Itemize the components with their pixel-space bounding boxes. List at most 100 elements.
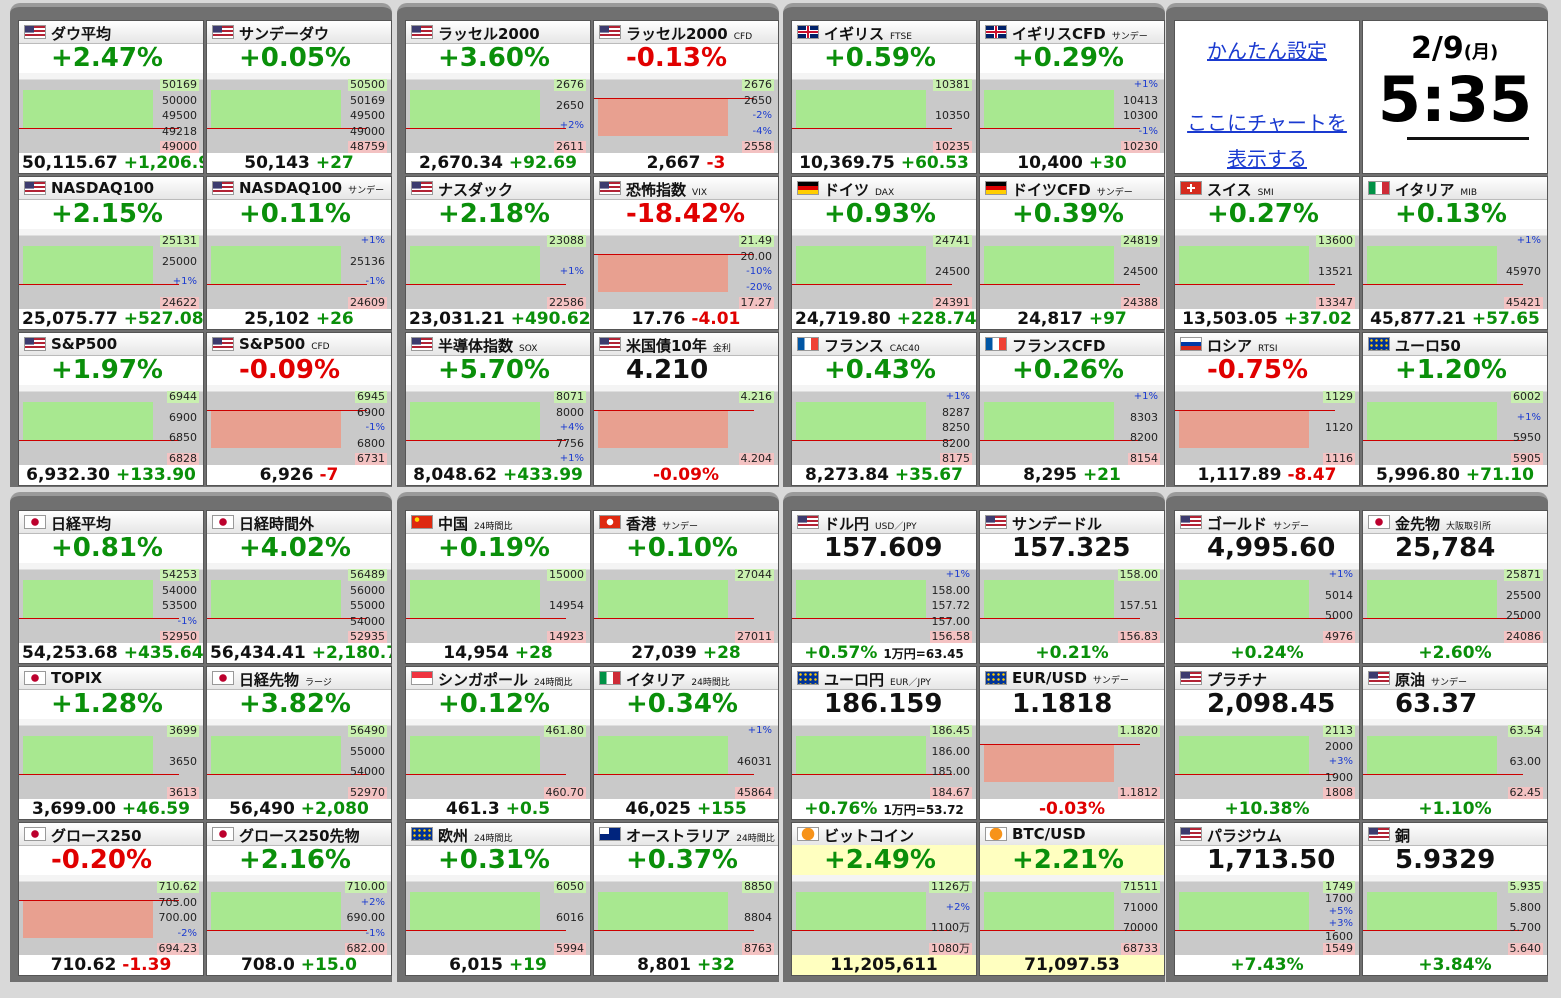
chart-label: 4.204: [738, 452, 774, 465]
chart-fill: [598, 892, 728, 930]
chart-label: 5000: [1325, 609, 1353, 623]
flag-icon: [985, 827, 1007, 841]
settings-link[interactable]: 表示する: [1227, 147, 1307, 171]
tile-header: ナスダック: [406, 177, 590, 200]
mini-chart: 6945 6900 -1% 6800 6731: [207, 385, 391, 465]
tile-header: パラジウム: [1175, 823, 1359, 846]
chart-label: 6002: [1511, 390, 1543, 403]
tile-header: 中国 24時間比: [406, 511, 590, 534]
chart-label: 700.00: [158, 911, 198, 924]
bottom-value: +60.53: [900, 153, 969, 173]
tile-bottom: 6,926 -7: [207, 465, 391, 485]
tile-name-row: ロシア RTSI: [1207, 335, 1277, 356]
tile-name: S&P500: [239, 335, 306, 353]
chart-label: 10235: [933, 140, 972, 153]
tile-name-row: サンデードル: [1012, 513, 1102, 534]
chart-label: 55000: [350, 744, 385, 758]
tile-header: 欧州 24時間比: [406, 823, 590, 846]
mini-chart: 1.1820 1.1812: [980, 719, 1164, 799]
chart-label: 2676: [554, 78, 586, 91]
tile-bottom: 50,143 +27: [207, 153, 391, 173]
tile-change: -18.42%: [626, 199, 746, 229]
mini-chart: +1% 25136 -1% 24609: [207, 229, 391, 309]
chart-label: 8804: [744, 911, 772, 924]
tile-header: サンデーダウ: [207, 21, 391, 44]
tile-sub: 24時間比: [691, 678, 730, 688]
chart-label: 1.1820: [1117, 724, 1160, 737]
tile-name: フランスCFD: [1012, 337, 1106, 355]
tile-name-row: 日経時間外: [239, 513, 314, 534]
market-tile: NASDAQ100 +2.15% 25131 25000 +1% 24622 25,075.…: [18, 176, 204, 330]
tile-name: ロシア: [1207, 337, 1253, 355]
chart-label: +1%: [747, 725, 772, 736]
tile-name: 米国債10年: [626, 337, 707, 355]
tile-bottom: 25,102 +26: [207, 309, 391, 329]
chart-label: 25871: [1504, 568, 1543, 581]
tile-bottom: 56,490 +2,080: [207, 799, 391, 819]
chart-label: 10413: [1123, 93, 1158, 107]
chart-fill: [1179, 892, 1309, 930]
chart-label: 46031: [737, 755, 772, 768]
tile-header: グロース250先物: [207, 823, 391, 846]
chart-label: 49000: [160, 140, 199, 153]
chart-fill: [984, 892, 1114, 930]
chart-label: 6800: [357, 436, 385, 450]
chart-label: 50500: [348, 78, 387, 91]
chart-fill: [598, 410, 728, 448]
tile-header: ラッセル2000: [406, 21, 590, 44]
mini-chart: 56490 55000 54000 52970: [207, 719, 391, 799]
tile-change: +0.39%: [1012, 199, 1124, 229]
settings-link[interactable]: ここにチャートを: [1187, 111, 1347, 135]
tile-change: +3.82%: [239, 689, 351, 719]
chart-label: 45421: [1504, 296, 1543, 309]
flag-icon: [1180, 827, 1202, 841]
tile-change: +0.31%: [438, 845, 550, 875]
bottom-value: 6,932.30: [26, 465, 111, 485]
bottom-value: +37.02: [1283, 309, 1352, 329]
chart-label: +3%: [1328, 756, 1353, 767]
tile-name-row: オーストラリア 24時間比: [626, 825, 775, 846]
chart-label: 5.640: [1507, 942, 1543, 955]
market-tile: ラッセル2000 CFD -0.13% 2676 2650 -2% -4% 2558 2,667…: [593, 20, 779, 174]
bottom-value: 56,434.41: [210, 643, 306, 663]
bottom-value: 6,926: [259, 465, 314, 485]
tile-sub: ラージ: [305, 678, 332, 688]
tile-name-row: ドル円 USD／JPY: [824, 513, 917, 534]
tile-header: 日経平均: [19, 511, 203, 534]
chart-label: 10350: [935, 109, 970, 122]
baseline: [1175, 618, 1335, 619]
tile-bottom: 8,295 +21: [980, 465, 1164, 485]
bottom-value: 8,295: [1023, 465, 1077, 485]
flag-icon: [797, 515, 819, 529]
mini-chart: 461.80 460.70: [406, 719, 590, 799]
tile-sub: EUR／JPY: [890, 678, 931, 688]
tile-header: サンデードル: [980, 511, 1164, 534]
chart-label: +1%: [172, 276, 197, 288]
chart-label: 158.00: [931, 583, 971, 597]
tile-header: オーストラリア 24時間比: [594, 823, 778, 846]
bottom-value: +1.10%: [1418, 799, 1492, 819]
chart-fill: [23, 246, 153, 284]
tile-header: イギリス FTSE: [792, 21, 976, 44]
tile-name-row: 恐怖指数 VIX: [626, 179, 707, 200]
chart-label: 6828: [167, 452, 199, 465]
chart-label: 50169: [350, 93, 385, 107]
flag-icon: [1368, 181, 1390, 195]
chart-label: 2676: [742, 78, 774, 91]
tile-header: グロース250: [19, 823, 203, 846]
settings-link[interactable]: かんたん設定: [1207, 39, 1327, 63]
flag-icon: [411, 671, 433, 685]
chart-label: 1.1812: [1117, 786, 1160, 799]
tile-name: 半導体指数: [438, 337, 514, 355]
flag-icon: [212, 337, 234, 351]
tile-change: +0.19%: [438, 533, 550, 563]
tile-name-row: 欧州 24時間比: [438, 825, 512, 846]
baseline: [406, 618, 566, 619]
chart-label: 184.67: [929, 786, 972, 799]
chart-label: 45970: [1506, 265, 1541, 278]
tile-bottom: 3,699.00 +46.59: [19, 799, 203, 819]
baseline: [19, 440, 179, 441]
tile-name: イタリア: [1395, 181, 1455, 199]
bottom-value: +435.64: [123, 643, 204, 663]
